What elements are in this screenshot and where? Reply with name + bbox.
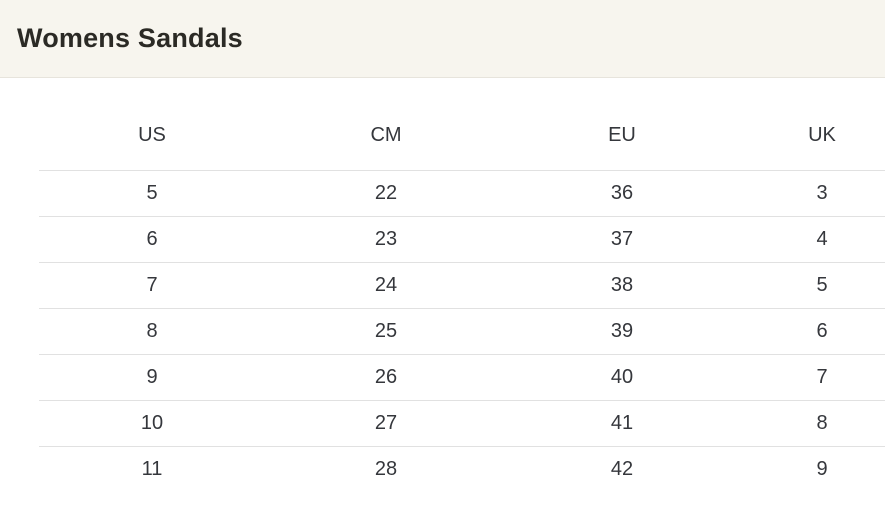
column-header-cm: CM (370, 123, 402, 146)
size-cell-eu: 37 (507, 216, 737, 263)
size-cell-eu: 40 (507, 354, 737, 401)
size-cell-uk: 6 (737, 308, 885, 355)
size-cell-eu: 39 (507, 308, 737, 355)
page-header: Womens Sandals (0, 0, 885, 78)
size-cell-cm: 23 (265, 216, 507, 263)
size-cell-cm: 22 (265, 170, 507, 217)
size-cell-us: 5 (39, 170, 265, 217)
size-cell-eu: 42 (507, 446, 737, 492)
size-cell-uk: 7 (737, 354, 885, 401)
table-row: 7 24 38 5 (39, 262, 885, 309)
table-row: 10 27 41 8 (39, 400, 885, 447)
size-cell-cm: 25 (265, 308, 507, 355)
table-row: 8 25 39 6 (39, 308, 885, 355)
size-cell-eu: 41 (507, 400, 737, 447)
size-cell-cm: 24 (265, 262, 507, 309)
table-row: 9 26 40 7 (39, 354, 885, 401)
size-cell-cm: 28 (265, 446, 507, 492)
size-cell-us: 10 (39, 400, 265, 447)
column-header-eu: EU (608, 123, 636, 146)
size-cell-cm: 27 (265, 400, 507, 447)
size-cell-cm: 26 (265, 354, 507, 401)
size-cell-uk: 3 (737, 170, 885, 217)
size-cell-uk: 4 (737, 216, 885, 263)
size-conversion-table: US CM EU UK 5 22 36 3 6 23 37 4 7 24 38 5 8 25 39 6 9 26 4… (39, 100, 885, 492)
table-row: 11 28 42 9 (39, 446, 885, 492)
size-cell-uk: 5 (737, 262, 885, 309)
column-header-us: US (138, 123, 166, 146)
page-title: Womens Sandals (17, 23, 243, 53)
table-row: 5 22 36 3 (39, 170, 885, 217)
table-header-row: US CM EU UK (39, 100, 885, 171)
size-cell-us: 9 (39, 354, 265, 401)
size-chart-section: US CM EU UK 5 22 36 3 6 23 37 4 7 24 38 5 8 25 39 6 9 26 4… (39, 100, 885, 492)
size-cell-us: 11 (39, 446, 265, 492)
size-cell-uk: 9 (737, 446, 885, 492)
size-cell-us: 6 (39, 216, 265, 263)
size-cell-us: 7 (39, 262, 265, 309)
size-cell-us: 8 (39, 308, 265, 355)
size-cell-eu: 38 (507, 262, 737, 309)
size-cell-uk: 8 (737, 400, 885, 447)
table-row: 6 23 37 4 (39, 216, 885, 263)
column-header-uk: UK (808, 123, 836, 146)
size-cell-eu: 36 (507, 170, 737, 217)
